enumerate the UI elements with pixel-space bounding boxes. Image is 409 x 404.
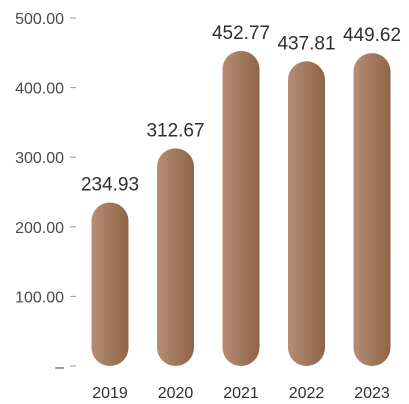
y-tick-label: –: [55, 359, 64, 376]
y-tick-label: 400.00: [15, 81, 64, 98]
x-axis: 2019 2020 2021 2022 2023: [92, 385, 390, 402]
bar-2023: [353, 53, 391, 366]
data-label-2021: 452.77: [212, 23, 270, 44]
x-tick-label-2019: 2019: [92, 385, 128, 402]
bar-2019: [91, 202, 129, 366]
y-tick-label: 500.00: [15, 11, 64, 28]
y-tick-label: 300.00: [15, 150, 64, 167]
bar-2022: [288, 61, 325, 366]
x-tick-label-2020: 2020: [158, 385, 194, 402]
bar-2021: [222, 50, 260, 367]
data-label-2022: 437.81: [277, 33, 335, 54]
data-label-2023: 449.62: [343, 25, 401, 46]
bars: [91, 50, 391, 367]
y-tick-label: 100.00: [15, 289, 64, 306]
y-tick-label: 200.00: [15, 220, 64, 237]
data-label-2019: 234.93: [81, 174, 139, 195]
x-tick-label-2022: 2022: [289, 385, 325, 402]
data-label-2020: 312.67: [146, 120, 204, 141]
x-tick-label-2021: 2021: [223, 385, 259, 402]
x-tick-label-2023: 2023: [354, 385, 390, 402]
y-axis: – 100.00 200.00 300.00 400.00 500.00: [15, 11, 76, 376]
data-labels: 234.93 312.67 452.77 437.81 449.62: [81, 23, 401, 196]
bar-2020: [157, 148, 194, 366]
